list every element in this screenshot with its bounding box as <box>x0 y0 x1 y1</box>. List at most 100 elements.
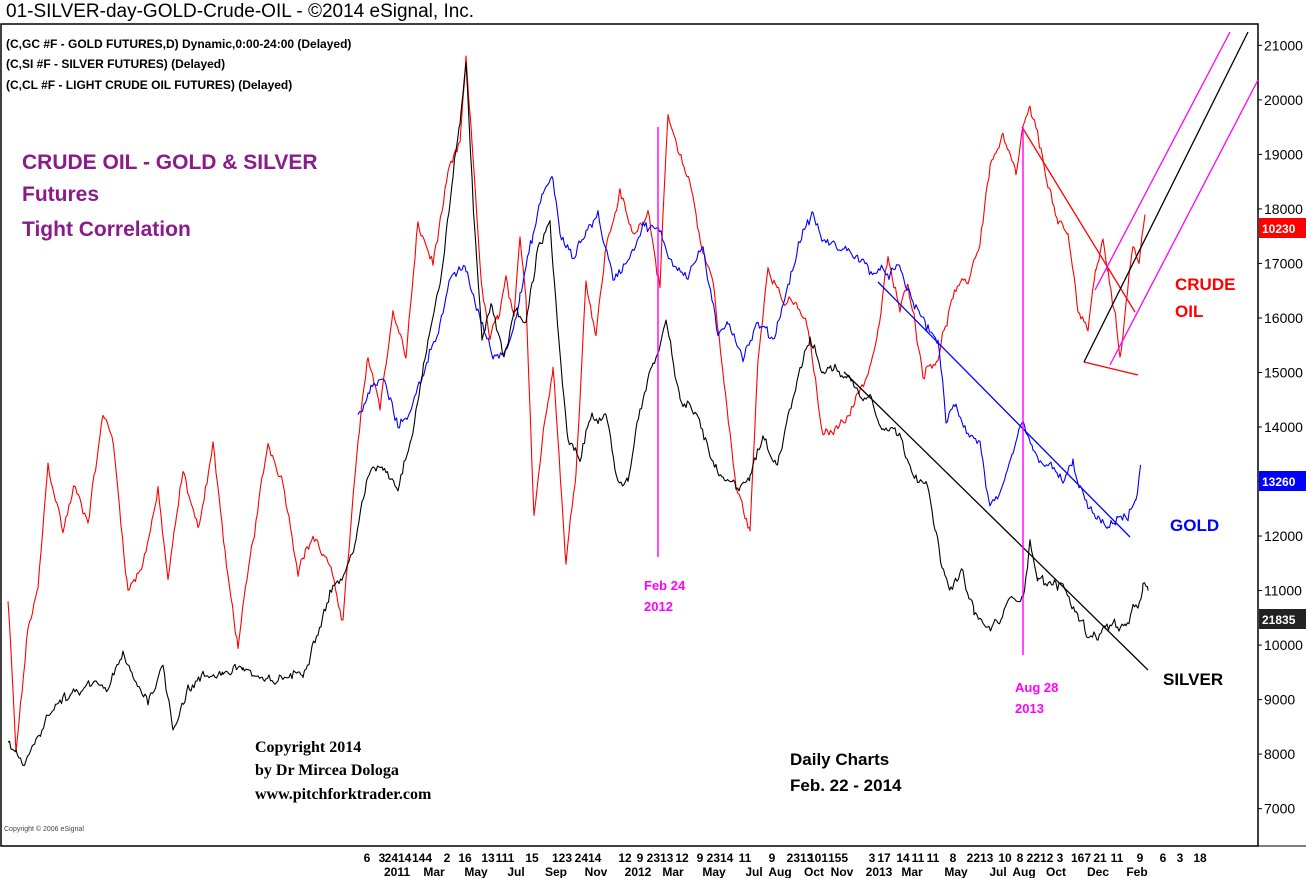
plot-frame <box>0 23 1259 847</box>
silver-downtrend-line <box>843 371 1149 671</box>
x-tick-label-top: 3 <box>379 851 386 865</box>
pitchfork-median-line <box>1083 31 1249 363</box>
x-tick-label-top: 3 <box>1057 851 1064 865</box>
headline-line-2: Futures <box>22 183 99 206</box>
y-tick-label: 9000 <box>1264 692 1295 708</box>
y-tick-label: 7000 <box>1264 801 1295 817</box>
x-tick-label-top: 2414 <box>575 851 602 865</box>
x-tick-label-top: 10 <box>998 851 1012 865</box>
x-tick-label-top: 12 <box>618 851 632 865</box>
x-tick-label-top: 2313 <box>787 851 814 865</box>
x-tick-label-bottom: Sep <box>545 865 567 878</box>
headline-line-3: Tight Correlation <box>22 218 191 241</box>
series-gold-line <box>357 175 1142 529</box>
y-tick-label: 11000 <box>1264 583 1302 599</box>
x-tick-label-top: 2212 <box>1027 851 1054 865</box>
x-tick-label-top: 18 <box>1193 851 1207 865</box>
x-tick-label-bottom: Mar <box>662 865 684 878</box>
trendlines <box>657 31 1259 671</box>
esignal-watermark: Copyright © 2006 eSignal <box>4 825 84 833</box>
x-tick-label-top: 2414 <box>385 851 412 865</box>
x-tick-label-top: 9 <box>637 851 644 865</box>
x-tick-label-bottom: Nov <box>585 865 608 878</box>
x-tick-label-top: 101 <box>808 851 828 865</box>
x-tick-label-top: 123 <box>552 851 572 865</box>
x-tick-label-top: 9 <box>697 851 704 865</box>
copyright-line-2: by Dr Mircea Dologa <box>255 762 399 779</box>
y-tick-label: 12000 <box>1264 528 1303 544</box>
x-tick-label-top: 15 <box>525 851 539 865</box>
crude-last-value-tag <box>1259 218 1306 238</box>
x-tick-label-bottom: Dec <box>1087 865 1109 878</box>
x-tick-label-bottom: Feb <box>1126 865 1147 878</box>
symbol-silver: (C,SI #F - SILVER FUTURES) (Delayed) <box>6 57 225 71</box>
crude-downtrend-line <box>1021 126 1136 313</box>
x-tick-label-top: 155 <box>828 851 848 865</box>
x-tick-label-top: 3 <box>869 851 876 865</box>
silver-label: SILVER <box>1163 670 1223 689</box>
symbol-crude: (C,CL #F - LIGHT CRUDE OIL FUTURES) (Del… <box>6 78 292 92</box>
x-tick-label-bottom: May <box>944 865 968 878</box>
pitchfork-lower-line <box>1109 79 1259 366</box>
headline-line-1: CRUDE OIL - GOLD & SILVER <box>22 151 318 174</box>
x-tick-label-bottom: Jul <box>745 865 762 878</box>
x-tick-label-top: 6 <box>364 851 371 865</box>
symbol-gold: (C,GC #F - GOLD FUTURES,D) Dynamic,0:00-… <box>6 37 351 51</box>
x-tick-label-top: 8 <box>950 851 957 865</box>
y-tick-label: 19000 <box>1264 146 1303 162</box>
silver-last-value-text: 21835 <box>1262 613 1296 627</box>
event-label-aug-28: Aug 28 <box>1015 680 1058 695</box>
y-tick-label: 21000 <box>1264 37 1303 53</box>
event-label-2012: 2012 <box>644 599 673 614</box>
x-tick-label-top: 111 <box>496 851 515 865</box>
x-tick-label-top: 2313 <box>647 851 674 865</box>
y-tick-label: 14000 <box>1264 419 1303 435</box>
y-axis: 21000 20000 19000 18000 17000 16000 15000 14000… <box>1258 37 1303 817</box>
series-layer <box>7 55 1149 767</box>
x-tick-label-bottom: Mar <box>423 865 445 878</box>
gold-downtrend-line <box>877 281 1131 538</box>
x-tick-label-top: 16 <box>458 851 472 865</box>
crude-oil-label-2: OIL <box>1175 302 1203 321</box>
x-tick-label-top: 2 <box>444 851 451 865</box>
pitchfork-upper-line <box>1094 31 1231 291</box>
x-axis: 6 3 2414 144 2 16 13 111 15 123 2414 12 9 2313 12 9 2314… <box>364 851 1207 878</box>
gold-last-value-text: 13260 <box>1262 475 1296 489</box>
copyright-line-3: www.pitchforktrader.com <box>255 786 432 803</box>
x-tick-label-top: 8 <box>1017 851 1024 865</box>
x-tick-label-bottom: 2011 <box>384 865 410 878</box>
x-tick-label-bottom: May <box>702 865 726 878</box>
crude-base-line <box>1083 361 1139 376</box>
x-tick-label-bottom: Jul <box>507 865 524 878</box>
x-tick-label-bottom: Nov <box>831 865 854 878</box>
x-tick-label-top: 13 <box>481 851 495 865</box>
daily-charts-line-1: Daily Charts <box>790 750 889 769</box>
series-silver-line <box>7 62 1149 767</box>
x-tick-label-bottom: May <box>464 865 488 878</box>
y-tick-label: 16000 <box>1264 310 1303 326</box>
x-tick-label-top: 9 <box>1137 851 1144 865</box>
x-tick-label-bottom: Mar <box>901 865 923 878</box>
x-tick-label-bottom: Jul <box>989 865 1006 878</box>
y-tick-label: 17000 <box>1264 255 1303 271</box>
y-tick-label: 10000 <box>1264 637 1303 653</box>
x-tick-label-top: 11 <box>927 851 940 865</box>
x-tick-label-top: 167 <box>1071 851 1091 865</box>
copyright-line-1: Copyright 2014 <box>255 739 361 756</box>
x-tick-label-bottom: 2013 <box>866 865 893 878</box>
crude-oil-label-1: CRUDE <box>1175 275 1235 294</box>
x-tick-label-top: 9 <box>769 851 776 865</box>
y-tick-label: 15000 <box>1264 365 1303 381</box>
x-tick-label-top: 2213 <box>967 851 994 865</box>
silver-last-value-tag <box>1259 609 1306 629</box>
event-label-feb-24: Feb 24 <box>644 578 686 593</box>
x-tick-label-top: 14 <box>896 851 910 865</box>
x-tick-label-bottom: Aug <box>1012 865 1035 878</box>
x-tick-label-top: 2314 <box>707 851 734 865</box>
y-tick-label: 18000 <box>1264 201 1303 217</box>
gold-last-value-tag <box>1259 471 1306 491</box>
x-tick-label-top: 11 <box>1111 851 1124 865</box>
x-tick-label-bottom: Oct <box>804 865 824 878</box>
y-tick-label: 20000 <box>1264 92 1303 108</box>
